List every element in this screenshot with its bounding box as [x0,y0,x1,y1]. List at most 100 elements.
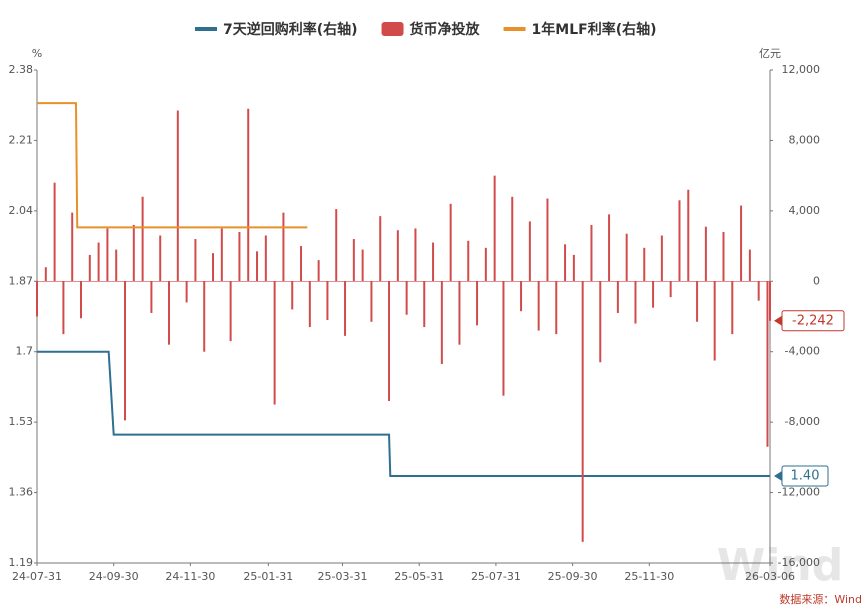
value-label: -2,242 [792,313,834,328]
y-tick-label: 2.21 [9,133,34,146]
bar [484,247,487,282]
y2-tick-label: -8,000 [785,415,820,428]
y-tick-label: 1.19 [9,556,34,569]
bar [159,235,162,282]
bar [132,224,135,282]
bar [115,249,118,282]
x-tick-label: 25-07-31 [471,570,521,583]
y2-tick-label: 12,000 [782,63,821,76]
label-box [781,310,845,332]
bar [150,281,153,313]
x-tick-label: 25-09-30 [548,570,598,583]
bar [678,200,681,282]
x-tick-label: 26-03-06 [745,570,795,583]
bar [176,110,179,282]
x-tick-label: 24-07-31 [12,570,62,583]
label-pointer [774,471,782,481]
line [37,350,770,477]
bar [608,214,611,282]
bar [687,189,690,282]
bar [449,203,452,282]
bar [44,267,47,282]
y2-tick-label: -16,000 [778,556,820,569]
bar [106,228,109,282]
bar [291,281,294,310]
y-tick-label: 2.04 [9,204,34,217]
bar [308,281,311,328]
y-unit: % [32,47,42,60]
x-tick-label: 25-11-30 [624,570,674,583]
bar [423,281,426,328]
y-tick-label: 1.53 [9,415,34,428]
x-tick-label: 25-03-31 [318,570,368,583]
bar [97,242,100,282]
legend-label: 7天逆回购利率(右轴) [223,21,358,38]
bar [62,281,65,335]
bar [696,281,699,322]
line [37,102,308,229]
bar [124,281,127,421]
bar [652,281,655,308]
bar [185,281,188,303]
bar [141,196,144,282]
bar [643,247,646,282]
bar [203,281,206,352]
bar [528,221,531,282]
bar [238,231,241,282]
bar [511,196,514,282]
bar [194,239,197,282]
bar [212,253,215,282]
bar [71,212,74,282]
bar [414,228,417,282]
bar [168,281,171,345]
x-tick-label: 25-01-31 [243,570,293,583]
x-tick-label: 24-09-30 [89,570,139,583]
bar [493,175,496,282]
bar [722,231,725,282]
bar [396,230,399,282]
bar [669,281,672,298]
x-tick-label: 25-05-31 [394,570,444,583]
bar [546,198,549,282]
y2-unit: 亿元 [759,47,781,60]
y2-tick-label: 0 [813,274,820,287]
bar [581,281,584,542]
bar [769,281,771,321]
bar [344,281,347,336]
bar [660,235,663,282]
bar [256,251,259,282]
y-tick-label: 2.38 [9,63,34,76]
x-tick-label: 24-11-30 [165,570,215,583]
source: 数据来源：Wind [779,592,862,606]
legend-label: 货币净投放 [409,21,481,38]
label-box [781,465,829,487]
y-tick-label: 1.87 [9,274,34,287]
bar [555,281,558,335]
y-tick-label: 1.36 [9,486,34,499]
bar [766,281,769,447]
bar [352,239,355,282]
y2-tick-label: -12,000 [778,486,820,499]
bar [432,242,435,282]
bar [520,281,523,312]
legend-label: 1年MLF利率(右轴) [532,21,657,38]
bar [247,108,250,282]
legend-swatch [381,22,404,36]
bar [264,235,267,282]
bar [616,281,619,313]
bar [625,233,628,282]
y2-tick-label: 4,000 [789,204,821,217]
watermark: Wind [717,540,843,591]
bar [370,281,373,322]
bar [713,281,716,361]
bar [388,281,391,402]
bar [476,281,479,326]
bar [326,281,329,321]
bar [282,212,285,282]
bar [36,281,38,317]
bar [273,281,276,405]
bar [458,281,461,345]
bar [564,244,567,282]
bar [53,182,56,282]
